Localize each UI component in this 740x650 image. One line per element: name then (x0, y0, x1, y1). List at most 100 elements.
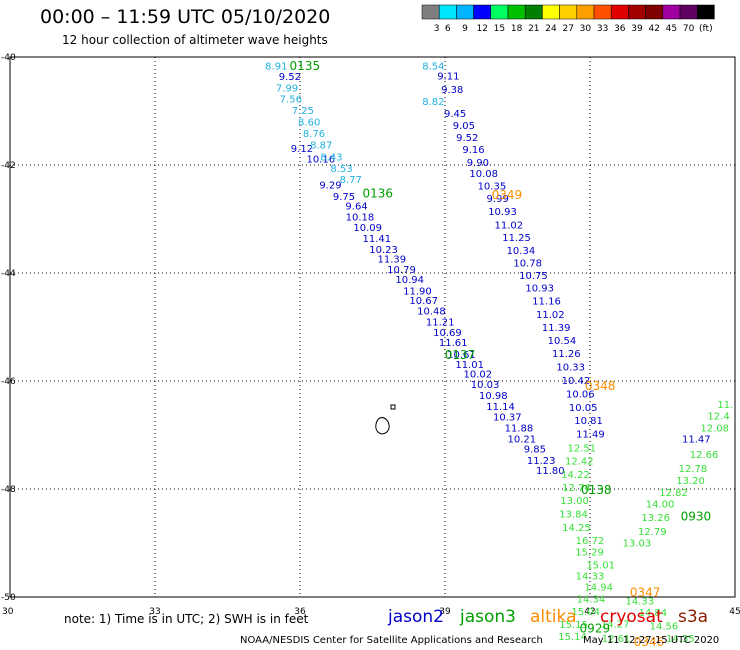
swh-label: 15.04 (571, 607, 600, 618)
legend-jason3: jason3 (460, 607, 516, 627)
swh-label: 11.02 (536, 310, 565, 321)
pass-label: 0349 (492, 188, 523, 202)
swh-label: 9.45 (444, 109, 466, 120)
legend-jason2: jason2 (388, 607, 444, 627)
swh-label: 11.80 (536, 466, 565, 477)
swh-label: 10.34 (507, 246, 536, 257)
swh-label: 12.4 (707, 412, 729, 423)
x-tick-label: 39 (439, 607, 451, 617)
swh-label: 13.20 (676, 476, 705, 487)
swh-label: 8.53 (330, 164, 352, 175)
swh-label: 9.12 (291, 144, 313, 155)
swh-label: 11.88 (505, 424, 534, 435)
colorbar-swatch (421, 4, 440, 20)
swh-label: 11.39 (542, 323, 571, 334)
swh-label: 13.84 (559, 509, 588, 520)
colorbar-label: 30 (580, 24, 592, 34)
swh-label: 14.22 (561, 470, 590, 481)
colorbar-swatch (576, 4, 595, 20)
swh-label: 14.94 (584, 582, 613, 593)
swh-label: 12.82 (659, 488, 688, 499)
colorbar-swatch (438, 4, 457, 20)
swh-label: 10.21 (508, 434, 537, 445)
colorbar-label: 36 (614, 24, 626, 34)
swh-label: 12.74 (562, 483, 591, 494)
swh-label: 14.84 (639, 608, 668, 619)
colorbar-label: 27 (562, 24, 573, 34)
swh-label: 10.81 (574, 416, 603, 427)
swh-label: 11.90 (403, 286, 432, 297)
swh-label: 11.61 (439, 338, 468, 349)
swh-label: 10.08 (469, 169, 498, 180)
plot-frame (9, 56, 736, 598)
swh-label: 10.09 (353, 223, 382, 234)
islet-outline (390, 404, 396, 410)
swh-label: 9.05 (453, 121, 475, 132)
legend-cryosat: cryosat (600, 607, 663, 627)
pass-label: 0348 (585, 379, 616, 393)
swh-label: 15.15 (559, 620, 588, 631)
swh-label: 14.27 (601, 620, 630, 631)
swh-label: 9.52 (279, 72, 301, 83)
swh-label: 14.35 (666, 634, 695, 645)
swh-label: 11.21 (426, 318, 455, 329)
pass-label: 0930 (681, 510, 712, 524)
chart-title: 00:00 – 11:59 UTC 05/10/2020 (40, 6, 331, 28)
y-tick-label: -48 (1, 485, 16, 495)
swh-label: 9.85 (524, 445, 546, 456)
pass-label: 0137 (445, 348, 476, 362)
pass-label: 0138 (581, 483, 612, 497)
swh-label: 14.34 (577, 595, 606, 606)
swh-label: 10.42 (562, 376, 591, 387)
y-tick-label: -44 (1, 269, 16, 279)
swh-label: 11.41 (363, 234, 392, 245)
swh-label: 8.76 (303, 129, 325, 140)
footer-note: note: 1) Time is in UTC; 2) SWH is in fe… (64, 612, 309, 626)
swh-label: 10.48 (417, 306, 446, 317)
swh-label: 15.01 (586, 561, 615, 572)
swh-label: 8.82 (422, 97, 444, 108)
y-tick-label: -50 (1, 593, 16, 603)
swh-label: 13.00 (560, 496, 589, 507)
swh-label: 9.38 (441, 85, 463, 96)
swh-label: 14.33 (576, 571, 605, 582)
colorbar-swatch (473, 4, 492, 20)
swh-label: 15.14 (558, 632, 587, 643)
swh-label: 10.06 (566, 390, 595, 401)
swh-label: 10.16 (306, 155, 335, 166)
colorbar-label: 12 (476, 24, 487, 34)
colorbar-swatch (628, 4, 646, 20)
swh-label: 10.93 (488, 207, 517, 218)
swh-label: 10.94 (395, 275, 424, 286)
pass-label: 0347 (630, 586, 661, 600)
swh-label: 7.99 (276, 83, 298, 94)
swh-label: 12.79 (638, 527, 667, 538)
colorbar-swatch (542, 4, 560, 20)
swh-label: 10.37 (493, 413, 522, 424)
swh-label: 9.29 (319, 181, 341, 192)
swh-label: 10.79 (387, 265, 416, 276)
swh-label: 12.42 (565, 456, 594, 467)
colorbar-swatch (507, 4, 526, 20)
colorbar-label: 18 (511, 24, 523, 34)
island-outline (375, 417, 390, 435)
colorbar-label: 33 (597, 24, 608, 34)
swh-label: 9.64 (345, 202, 367, 213)
swh-label: 10.67 (409, 296, 438, 307)
swh-label: 14.25 (562, 523, 591, 534)
x-tick-label: 36 (294, 607, 306, 617)
swh-label: 11.47 (682, 434, 711, 445)
y-tick-label: -40 (1, 53, 16, 63)
swh-label: 12.08 (700, 424, 729, 435)
swh-label: 11.01 (455, 360, 484, 371)
swh-label: 8.77 (340, 175, 362, 186)
swh-label: 10.78 (513, 258, 542, 269)
x-tick-label: 30 (2, 607, 14, 617)
swh-label: 11.23 (527, 456, 556, 467)
swh-label: 9.16 (462, 145, 484, 156)
swh-label: 12.78 (679, 464, 708, 475)
swh-label: 7.56 (280, 95, 302, 106)
colorbar-label: 3 (434, 24, 440, 34)
swh-label: 8.54 (422, 62, 444, 73)
